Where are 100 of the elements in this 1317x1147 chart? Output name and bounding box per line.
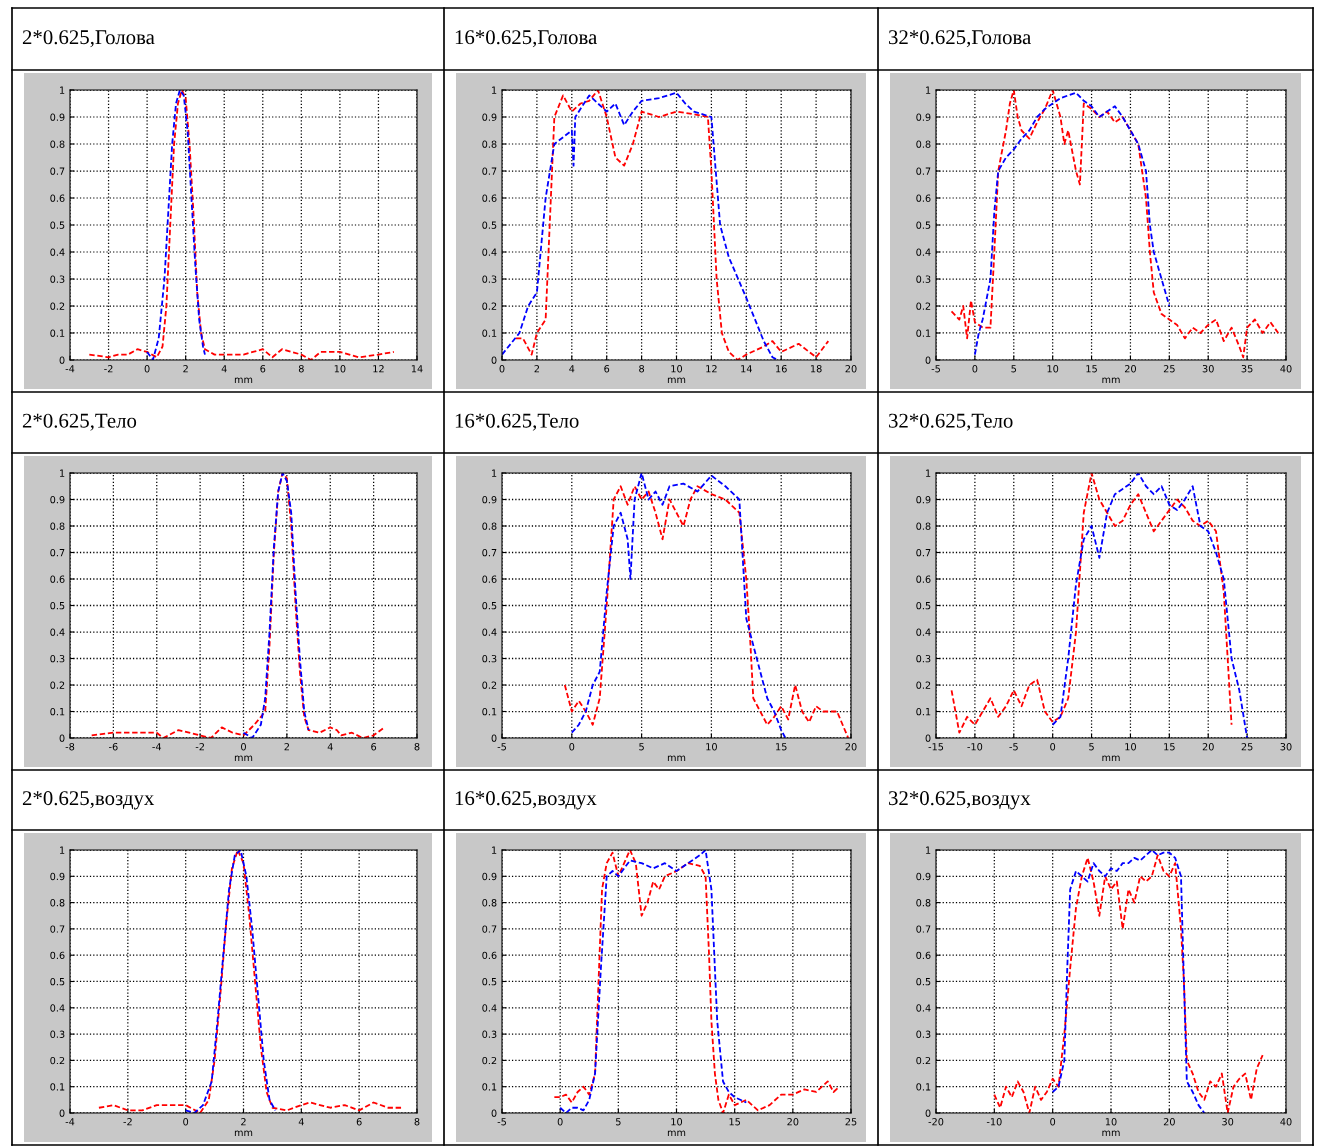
y-tick-label: 0.2: [50, 681, 65, 689]
x-tick-label: 16: [776, 365, 787, 373]
x-tick-label: 12: [706, 365, 717, 373]
x-tick-label: 20: [845, 365, 857, 373]
y-tick-label: 0.6: [50, 194, 65, 202]
x-tick-label: 15: [729, 1118, 740, 1126]
y-tick-label: 0.3: [482, 275, 497, 283]
x-tick-label: 30: [1202, 365, 1214, 373]
y-tick-label: 0.2: [482, 1056, 497, 1065]
y-tick-label: 1: [492, 469, 497, 477]
x-axis-title: mm: [1102, 755, 1120, 762]
y-tick-label: 1: [926, 846, 931, 854]
x-tick-label: -2: [195, 743, 204, 751]
x-tick-label: 15: [776, 743, 787, 751]
x-tick-label: 25: [1241, 743, 1253, 751]
y-tick-label: 0.9: [482, 495, 497, 504]
y-tick-label: 0.3: [482, 1030, 497, 1038]
x-axis-title: mm: [1102, 377, 1120, 384]
y-tick-label: 1: [60, 469, 65, 477]
x-tick-label: 5: [639, 743, 644, 751]
y-tick-label: 0: [925, 734, 931, 742]
x-tick-label: -5: [497, 1118, 506, 1126]
x-tick-label: 12: [373, 365, 384, 373]
y-tick-label: 0.6: [916, 194, 931, 202]
y-tick-label: 0.7: [916, 925, 931, 933]
y-tick-label: 0.1: [482, 707, 497, 716]
y-tick-label: 0.7: [50, 925, 65, 933]
y-tick-label: 1: [60, 86, 65, 94]
y-tick-label: 0.8: [916, 522, 931, 530]
x-tick-label: 0: [1050, 1118, 1056, 1126]
x-tick-label: -10: [986, 1118, 1002, 1126]
y-tick-label: 0.1: [916, 707, 931, 716]
y-tick-label: 0: [491, 734, 497, 742]
y-tick-label: 0.9: [50, 872, 65, 881]
y-tick-label: 0.6: [482, 194, 497, 202]
x-tick-label: 18: [810, 365, 822, 373]
x-tick-label: -10: [967, 743, 983, 751]
y-tick-label: 0.6: [482, 951, 497, 960]
y-tick-label: 0.3: [482, 654, 497, 663]
chart-title: 32*0.625,Тело: [889, 413, 1013, 431]
y-tick-label: 0.4: [482, 628, 497, 636]
y-tick-label: 0: [925, 1109, 931, 1117]
x-tick-label: 30: [1280, 743, 1292, 751]
y-tick-label: 0.2: [50, 1056, 65, 1065]
x-tick-label: 20: [845, 743, 857, 751]
y-tick-label: 0.7: [482, 167, 497, 175]
y-tick-label: 0.2: [482, 302, 497, 310]
y-tick-label: 0.4: [916, 628, 931, 636]
y-tick-label: 0.3: [50, 654, 65, 663]
x-tick-label: 6: [604, 365, 610, 373]
y-tick-label: 0.1: [50, 707, 65, 716]
y-tick-label: 0.6: [50, 951, 65, 960]
x-tick-label: 6: [260, 365, 266, 373]
x-tick-label: 5: [1089, 743, 1094, 751]
x-tick-label: 15: [1086, 365, 1097, 373]
y-tick-label: 0: [59, 356, 65, 364]
y-tick-label: 0.8: [916, 899, 931, 907]
x-tick-label: 5: [615, 1118, 621, 1126]
y-tick-label: 0.7: [482, 925, 497, 933]
x-tick-label: 10: [1125, 743, 1136, 751]
y-tick-label: 0.5: [482, 601, 497, 610]
y-tick-label: 0.1: [50, 1083, 65, 1091]
x-tick-label: 10: [1105, 1118, 1117, 1126]
x-axis-title: mm: [1102, 1130, 1120, 1137]
x-axis-title: mm: [234, 755, 253, 762]
x-tick-label: 10: [706, 743, 717, 751]
x-tick-label: 6: [356, 1118, 362, 1126]
x-tick-label: 4: [569, 365, 575, 373]
y-tick-label: 0.1: [482, 329, 497, 337]
y-tick-label: 0.9: [50, 113, 65, 121]
y-tick-label: 0.3: [50, 275, 65, 283]
y-tick-label: 0.5: [50, 601, 65, 610]
chart-title: 16*0.625,Голова: [455, 30, 598, 48]
x-tick-label: -8: [65, 743, 75, 751]
x-tick-label: 15: [1164, 743, 1175, 751]
x-tick-label: 6: [371, 743, 377, 751]
y-tick-label: 0.5: [50, 221, 65, 229]
y-tick-label: 0.4: [482, 1004, 497, 1012]
y-tick-label: 0.3: [916, 654, 931, 663]
y-tick-label: 0.8: [482, 899, 497, 907]
x-tick-label: 4: [327, 743, 333, 751]
y-tick-label: 1: [60, 846, 65, 854]
y-tick-label: 0.8: [916, 140, 931, 148]
x-tick-label: 10: [334, 365, 346, 373]
x-tick-label: 25: [845, 1118, 857, 1126]
y-tick-label: 0.6: [50, 575, 65, 583]
x-tick-label: 10: [1047, 365, 1059, 373]
y-tick-label: 0.1: [916, 329, 931, 337]
x-tick-label: 0: [972, 365, 978, 373]
y-tick-label: 0: [491, 1109, 497, 1117]
y-tick-label: 0.4: [50, 628, 65, 636]
x-tick-label: -2: [123, 1118, 132, 1126]
x-tick-label: 0: [183, 1118, 189, 1126]
x-tick-label: 2: [241, 1118, 246, 1126]
chart-title: 16*0.625,воздух: [455, 791, 597, 810]
x-axis-title: mm: [234, 377, 253, 384]
y-tick-label: 0.6: [482, 575, 497, 583]
y-tick-label: 0.8: [50, 140, 65, 148]
x-tick-label: 8: [414, 1118, 420, 1126]
x-tick-label: 35: [1241, 365, 1253, 373]
